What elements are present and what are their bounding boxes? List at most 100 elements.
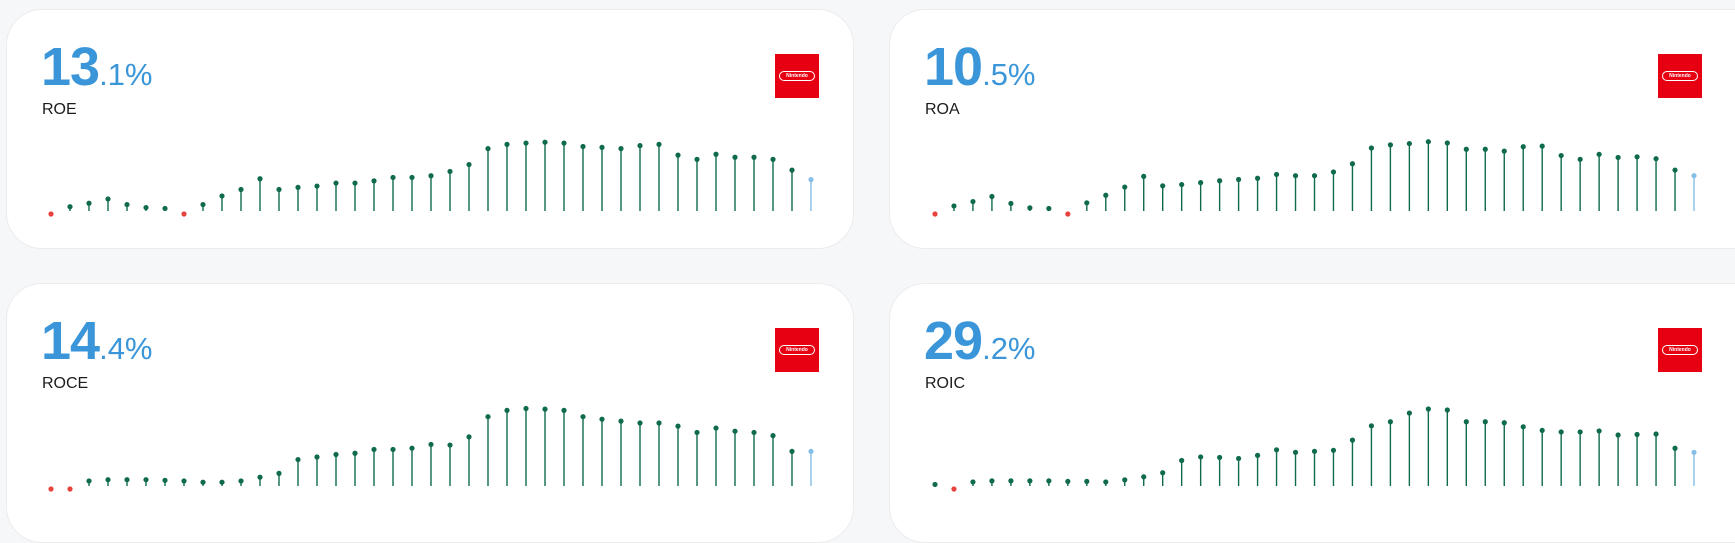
roe-data-point[interactable] — [523, 140, 529, 146]
roce-data-point[interactable] — [694, 429, 700, 436]
roa-data-point[interactable] — [1577, 156, 1583, 162]
roce-data-point[interactable] — [713, 425, 719, 431]
roa-negative-point[interactable] — [1065, 211, 1071, 217]
roe-negative-point[interactable] — [181, 211, 187, 217]
roa-data-point[interactable] — [1236, 176, 1242, 183]
roe-data-point[interactable] — [276, 186, 282, 193]
roce-data-point[interactable] — [238, 478, 244, 484]
roic-data-point[interactable] — [1672, 445, 1678, 451]
roa-data-point[interactable] — [1444, 140, 1450, 146]
roic-data-point[interactable] — [1179, 457, 1185, 464]
roic-data-point[interactable] — [1330, 447, 1337, 453]
roic-data-point[interactable] — [1691, 449, 1697, 455]
roic-data-point[interactable] — [1273, 447, 1280, 453]
roce-data-point[interactable] — [105, 477, 111, 483]
roe-data-point[interactable] — [618, 146, 624, 152]
roce-data-point[interactable] — [732, 428, 738, 434]
roe-data-point[interactable] — [542, 139, 548, 145]
roic-data-point[interactable] — [1387, 419, 1393, 425]
roic-data-point[interactable] — [1577, 429, 1583, 435]
roic-data-point[interactable] — [1292, 449, 1299, 455]
roa-data-point[interactable] — [1368, 145, 1375, 151]
roic-data-point[interactable] — [1236, 455, 1242, 462]
roce-data-point[interactable] — [485, 414, 491, 420]
roa-data-point[interactable] — [1084, 200, 1090, 206]
roe-data-point[interactable] — [162, 205, 168, 212]
roic-data-point[interactable] — [1539, 427, 1545, 434]
roa-data-point[interactable] — [951, 203, 957, 209]
roe-data-point[interactable] — [675, 152, 681, 158]
roce-data-point[interactable] — [295, 456, 301, 463]
roce-data-point[interactable] — [656, 420, 662, 426]
roce-data-point[interactable] — [181, 478, 187, 484]
roic-data-point[interactable] — [1444, 407, 1450, 413]
roe-data-point[interactable] — [105, 196, 111, 202]
roa-data-point[interactable] — [1463, 146, 1469, 152]
roa-data-point[interactable] — [1330, 169, 1337, 175]
roa-data-point[interactable] — [1198, 180, 1204, 186]
roce-data-point[interactable] — [409, 445, 415, 451]
roe-data-point[interactable] — [124, 201, 130, 208]
roce-data-point[interactable] — [504, 407, 510, 413]
roic-negative-point[interactable] — [951, 486, 957, 492]
roic-data-point[interactable] — [1198, 454, 1204, 460]
roce-data-point[interactable] — [808, 448, 814, 454]
roa-negative-point[interactable] — [932, 211, 938, 217]
roce-data-point[interactable] — [447, 442, 453, 448]
roic-data-point[interactable] — [1501, 420, 1507, 426]
roe-data-point[interactable] — [713, 151, 719, 157]
roce-data-point[interactable] — [333, 451, 339, 458]
roe-data-point[interactable] — [599, 144, 605, 150]
roce-data-point[interactable] — [789, 448, 795, 454]
roic-data-point[interactable] — [1368, 423, 1375, 429]
roce-data-point[interactable] — [637, 420, 643, 426]
roa-data-point[interactable] — [1691, 173, 1697, 179]
roe-data-point[interactable] — [808, 177, 814, 183]
roe-data-point[interactable] — [67, 204, 73, 210]
roce-negative-point[interactable] — [48, 486, 54, 492]
roe-data-point[interactable] — [561, 140, 567, 146]
roce-data-point[interactable] — [599, 416, 605, 422]
roe-data-point[interactable] — [504, 141, 510, 147]
roic-data-point[interactable] — [1615, 432, 1621, 438]
roa-data-point[interactable] — [1425, 139, 1431, 145]
roic-data-point[interactable] — [1311, 448, 1318, 454]
roa-data-point[interactable] — [1311, 173, 1318, 179]
roe-data-point[interactable] — [732, 154, 738, 160]
roe-negative-point[interactable] — [48, 211, 54, 217]
roe-data-point[interactable] — [409, 174, 415, 181]
roic-data-point[interactable] — [1596, 428, 1602, 434]
roe-data-point[interactable] — [656, 141, 662, 147]
roce-data-point[interactable] — [257, 474, 263, 480]
roa-data-point[interactable] — [1027, 205, 1033, 211]
roic-data-point[interactable] — [1065, 478, 1071, 485]
roa-data-point[interactable] — [1254, 175, 1261, 181]
roic-data-point[interactable] — [1425, 406, 1431, 412]
roic-data-point[interactable] — [1634, 431, 1640, 438]
roce-data-point[interactable] — [770, 433, 776, 439]
roa-data-point[interactable] — [1103, 192, 1109, 198]
roic-data-point[interactable] — [1217, 454, 1223, 461]
roe-data-point[interactable] — [770, 156, 776, 162]
roe-data-point[interactable] — [86, 200, 92, 206]
roic-data-point[interactable] — [1084, 478, 1090, 485]
roa-data-point[interactable] — [1179, 181, 1185, 188]
roce-data-point[interactable] — [143, 477, 149, 483]
roic-data-point[interactable] — [932, 481, 938, 488]
roce-data-point[interactable] — [675, 423, 681, 429]
roce-data-point[interactable] — [466, 434, 472, 440]
roic-data-point[interactable] — [1122, 477, 1128, 483]
roce-data-point[interactable] — [276, 470, 282, 476]
roa-data-point[interactable] — [1596, 151, 1602, 157]
roe-data-point[interactable] — [333, 180, 339, 186]
roic-data-point[interactable] — [970, 479, 976, 485]
roe-data-point[interactable] — [219, 193, 225, 199]
roa-data-point[interactable] — [1160, 183, 1166, 189]
roce-data-point[interactable] — [200, 479, 206, 485]
roa-data-point[interactable] — [1292, 173, 1299, 179]
roic-data-point[interactable] — [989, 478, 995, 484]
roce-data-point[interactable] — [390, 446, 396, 453]
roa-data-point[interactable] — [1482, 146, 1488, 152]
roic-data-point[interactable] — [1558, 429, 1564, 435]
roic-data-point[interactable] — [1008, 478, 1014, 484]
